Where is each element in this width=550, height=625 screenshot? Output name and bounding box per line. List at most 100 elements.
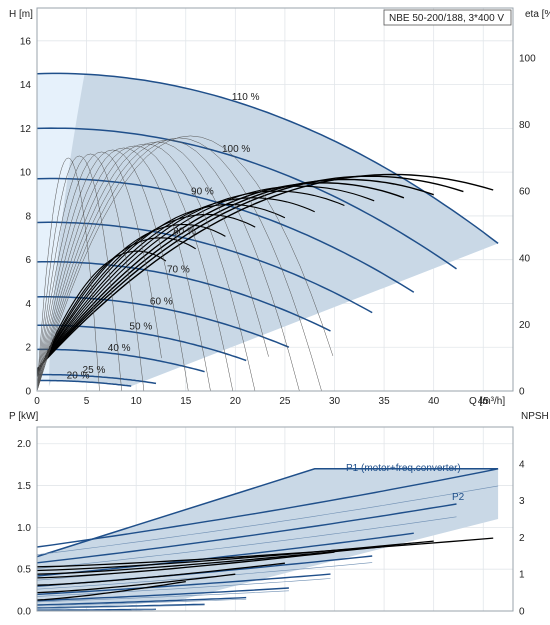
speed-label: 80 % [173,226,196,237]
efficiency-curve [36,185,375,371]
speed-label: 110 % [232,92,260,103]
x-tick-label: 10 [131,396,143,407]
speed-label: 20 % [67,370,90,381]
bottom-operating-area [37,468,499,611]
p1-envelope-line [36,468,499,558]
bottom-y2-tick-label: 3 [519,496,525,507]
y-tick-label: 6 [25,255,31,266]
p2-speed-curve [36,485,499,555]
speed-curve [37,324,247,362]
p1-speed-curve [36,532,414,577]
bottom-y2-tick-labels: 0 1 2 3 4 [519,459,525,617]
speed-curve [36,127,457,270]
efficiency-curve [36,203,286,373]
bottom-y2-tick-label: 4 [519,459,525,470]
y2-tick-label: 100 [519,53,536,64]
npsh-curve [36,545,385,575]
bottom-plot-frame [36,426,514,612]
top-series [36,72,499,392]
efficiency-curve [36,182,405,371]
x-tick-label: 0 [34,396,40,407]
head-efficiency-chart: 0 5 10 15 20 25 30 35 40 45 0 2 4 6 8 10 12 14 16 0 20 40 60… [9,7,550,407]
efficiency-envelope-line [36,137,322,392]
speed-label: 70 % [167,265,190,276]
efficiency-envelope-line [36,151,162,392]
y2-tick-label: 20 [519,320,531,331]
y-tick-label: 12 [20,124,32,135]
efficiency-envelope-line [36,157,100,392]
npsh-curve [36,537,494,568]
p2-speed-curve [36,604,205,609]
efficiency-envelope-line [36,155,122,392]
top-plot-frame [36,7,514,392]
y-tick-label: 16 [20,36,32,47]
efficiency-envelope-line [36,145,234,392]
efficiency-envelope-line [36,139,300,392]
p1-speed-curve [36,503,457,564]
y2-tick-label: 60 [519,187,531,198]
chart-title: NBE 50-200/188, 3*400 V [389,13,504,24]
npsh-curve [36,573,236,594]
p2-speed-curve [36,562,373,590]
y2-axis-label-eta: eta [%] [525,9,550,20]
bottom-y-tick-label: 2.0 [17,439,31,450]
y-tick-label: 2 [25,343,31,354]
top-y2-tick-labels: 0 20 40 60 80 100 [519,53,536,397]
bottom-y-tick-label: 1.5 [17,481,31,492]
x-tick-label: 30 [329,396,341,407]
npsh-curve [36,580,186,601]
bottom-y2-tick-label: 0 [519,607,525,618]
y-axis-label-p: P [kW] [9,411,38,422]
x-tick-label: 35 [379,396,391,407]
efficiency-curve [36,250,167,378]
x-tick-label: 25 [279,396,291,407]
speed-curve [37,379,132,387]
efficiency-envelope-line [36,153,145,392]
efficiency-envelope-line [36,143,256,392]
p2-speed-curve [36,590,289,603]
y2-axis-label-npsh: NPSH [m] [521,411,550,422]
y-tick-label: 8 [25,211,31,222]
bottom-y-tick-label: 0.0 [17,607,31,618]
top-y-tick-labels: 0 2 4 6 8 10 12 14 16 [20,36,32,397]
x-tick-label: 15 [180,396,192,407]
p1-series-label: P1 (motor+freq.converter) [346,463,461,474]
p2-speed-curve [36,578,331,597]
efficiency-envelope-line [36,147,211,392]
efficiency-curve [36,173,494,370]
speed-curve [36,72,499,244]
speed-label: 40 % [108,343,131,354]
bottom-y2-tick-label: 2 [519,533,525,544]
speed-labels: 110 % 100 % 90 % 80 % 70 % 60 % 50 % 40 %25 %20… [67,92,260,381]
top-x-tick-labels: 0 5 10 15 20 25 30 35 40 45 [34,396,489,407]
p1-speed-curve [36,468,499,548]
p2-series-label: P2 [452,492,465,503]
efficiency-curve [36,190,345,372]
p2-speed-curve [36,598,247,606]
speed-label: 90 % [191,186,214,197]
x-axis-label-q: Q [m³/h] [469,396,505,407]
x-tick-label: 40 [428,396,440,407]
title-box [383,9,512,26]
bottom-y-tick-label: 1.0 [17,523,31,534]
npsh-curve [36,540,434,572]
speed-label: 100 % [222,144,250,155]
speed-curve [37,373,157,385]
p1-speed-curve [36,603,205,609]
p1-speed-curve [36,573,331,596]
top-operating-area [37,73,499,387]
speed-curve [37,348,205,373]
efficiency-curve [36,178,434,371]
npsh-curve [36,562,285,586]
x-tick-label: 20 [230,396,242,407]
bottom-y2-tick-label: 1 [519,570,525,581]
bottom-series [36,468,499,612]
speed-curve [36,261,331,332]
speed-label: 50 % [129,322,152,333]
bottom-y-tick-label: 0.5 [17,565,31,576]
x-tick-label: 45 [478,396,490,407]
y-axis-label-h: H [m] [9,9,33,20]
speed-label: 25 % [83,365,106,376]
efficiency-envelope-line [36,135,334,392]
